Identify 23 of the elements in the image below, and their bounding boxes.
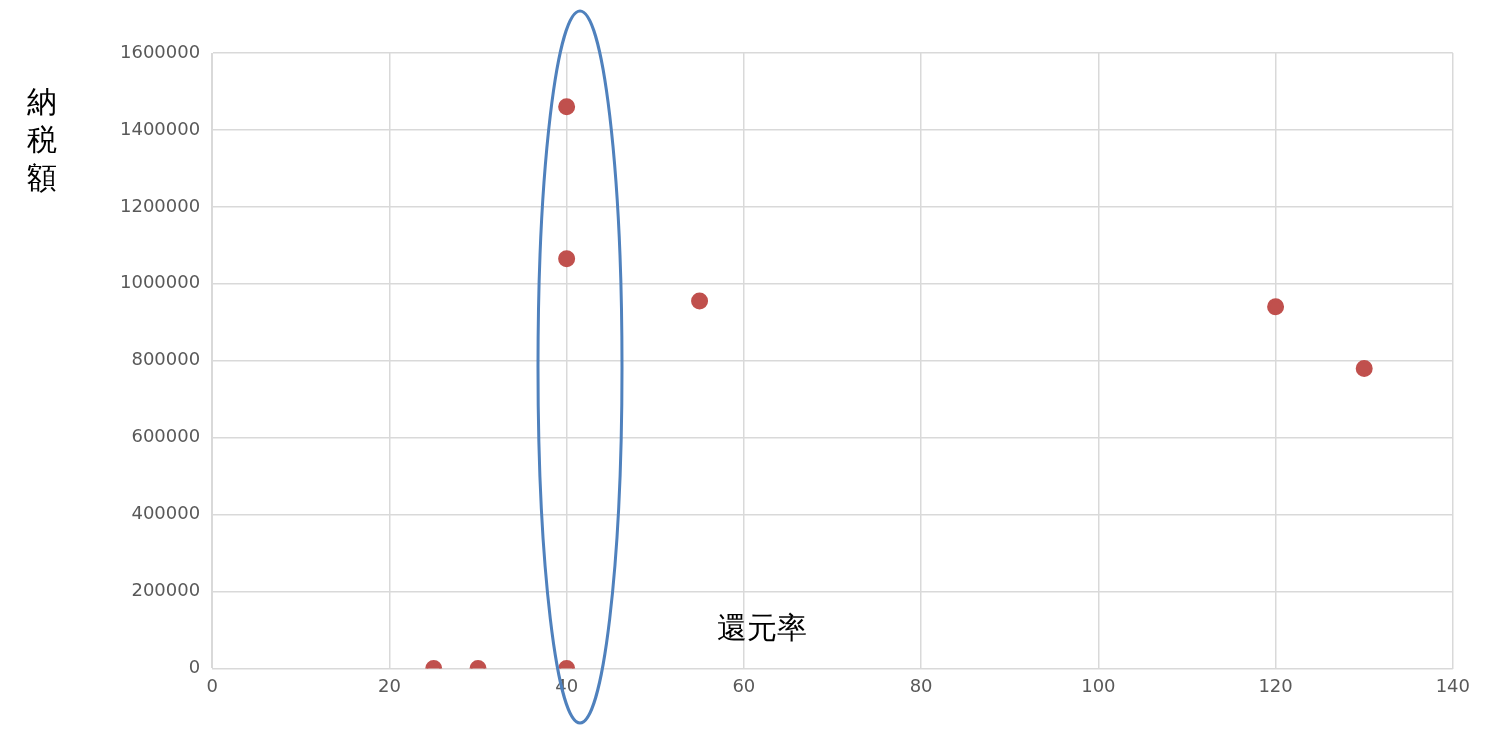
y-tick-label: 1600000 (119, 40, 201, 62)
y-tick-label: 1400000 (119, 117, 201, 139)
point (1267, 298, 1285, 316)
point (558, 250, 576, 268)
point (691, 292, 709, 310)
y-tick-label: 1200000 (119, 194, 201, 216)
x-tick-label: 100 (1081, 674, 1116, 696)
point (1355, 359, 1373, 377)
y-tick-label: 600000 (131, 425, 201, 447)
y-axis-title: 納税額 (27, 83, 57, 195)
x-tick-label: 80 (909, 674, 933, 696)
x-tick-label: 20 (377, 674, 401, 696)
x-tick-label: 0 (206, 674, 218, 696)
y-tick-label: 200000 (131, 579, 201, 601)
x-axis-title: 還元率 (717, 610, 808, 646)
y-tick-label: 800000 (131, 348, 201, 370)
x-tick-label: 60 (732, 674, 756, 696)
y-tick-label: 1000000 (119, 271, 201, 293)
x-tick-label: 140 (1435, 674, 1470, 696)
y-tick-label: 0 (188, 656, 201, 678)
point (558, 98, 576, 116)
y-tick-label: 400000 (131, 502, 201, 524)
x-tick-label: 120 (1258, 674, 1293, 696)
